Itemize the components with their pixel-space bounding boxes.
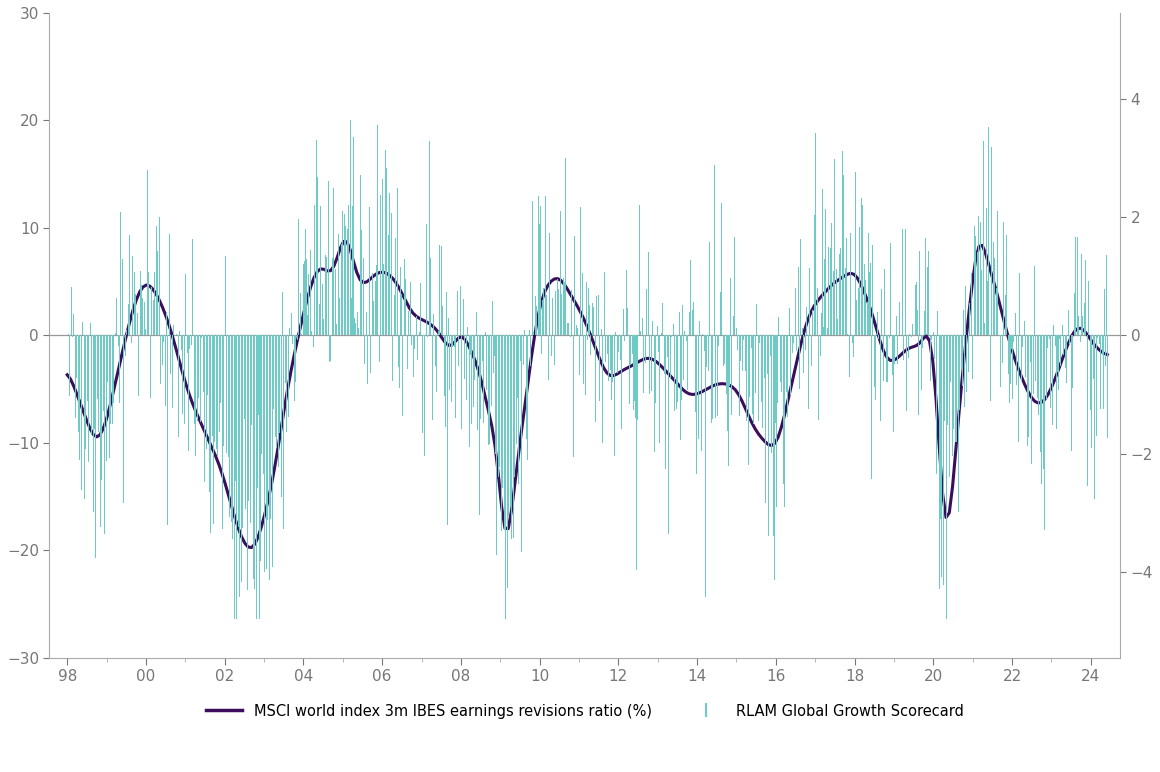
- Legend: MSCI world index 3m IBES earnings revisions ratio (%), RLAM Global Growth Scorec: MSCI world index 3m IBES earnings revisi…: [200, 698, 970, 724]
